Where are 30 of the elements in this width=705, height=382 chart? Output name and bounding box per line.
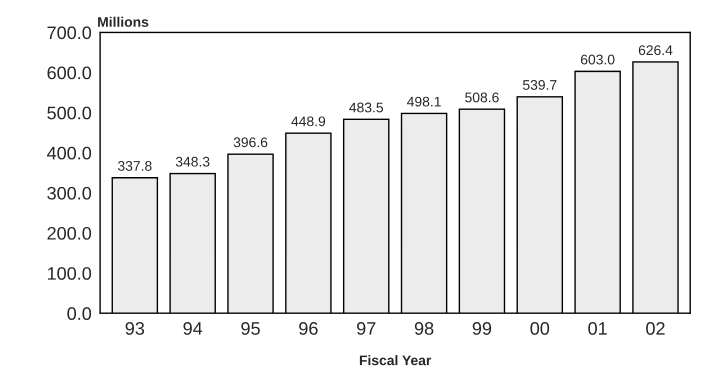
y-tick-label: 400.0 bbox=[47, 146, 92, 160]
x-tick-label: 96 bbox=[299, 322, 318, 335]
data-label: 448.9 bbox=[291, 116, 326, 126]
y-tick-label: 500.0 bbox=[47, 106, 92, 120]
y-tick-label: 100.0 bbox=[48, 267, 92, 280]
x-tick-label: 98 bbox=[414, 322, 434, 335]
x-tick-label: 02 bbox=[646, 322, 665, 335]
data-label: 396.6 bbox=[234, 137, 268, 148]
x-tick-label: 00 bbox=[530, 322, 550, 335]
x-tick-label: 94 bbox=[183, 322, 202, 335]
x-tick-label: 93 bbox=[126, 322, 144, 335]
data-label: 348.3 bbox=[176, 156, 210, 167]
x-axis-title: Fiscal Year bbox=[360, 355, 432, 366]
data-label: 337.8 bbox=[118, 161, 152, 171]
x-tick-label: 99 bbox=[472, 322, 492, 335]
data-label: 626.4 bbox=[638, 45, 672, 56]
data-label: 603.0 bbox=[580, 54, 614, 64]
data-label: 539.7 bbox=[522, 80, 556, 90]
x-tick-label: 97 bbox=[357, 322, 376, 335]
y-tick-label: 700.0 bbox=[48, 26, 92, 40]
x-tick-label: 95 bbox=[241, 322, 260, 335]
y-tick-label: 600.0 bbox=[48, 66, 92, 80]
y-tick-label: 300.0 bbox=[47, 186, 92, 200]
data-label: 483.5 bbox=[349, 102, 384, 112]
y-axis-title: Millions bbox=[98, 16, 148, 27]
y-tick-label: 0.0 bbox=[67, 307, 92, 320]
y-tick-label: 200.0 bbox=[48, 226, 92, 240]
data-label: 498.1 bbox=[407, 96, 441, 107]
data-label: 508.6 bbox=[465, 92, 499, 102]
x-tick-label: 01 bbox=[588, 322, 607, 335]
